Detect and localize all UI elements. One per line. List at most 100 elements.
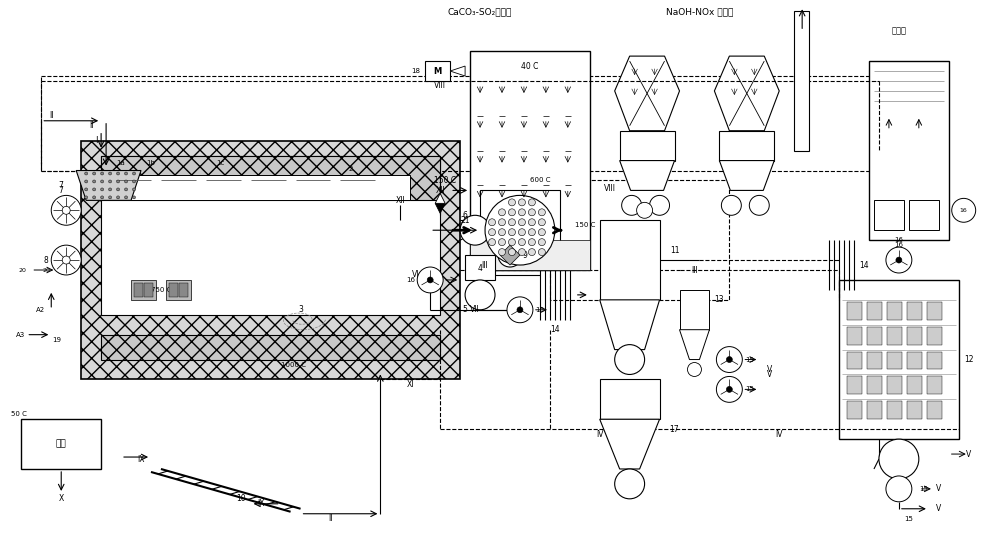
Text: 冷却塔: 冷却塔 [891,27,906,36]
Circle shape [51,245,81,275]
Circle shape [125,172,128,175]
Bar [847,327,862,345]
Text: V: V [936,485,941,493]
Polygon shape [500,245,520,265]
Circle shape [499,219,505,225]
Circle shape [508,249,515,256]
Bar [847,377,862,395]
Circle shape [93,172,96,175]
Circle shape [109,180,112,183]
Text: 3: 3 [298,305,303,314]
Text: IX: IX [257,499,264,508]
Circle shape [615,345,645,375]
Bar [907,352,922,370]
Circle shape [133,196,136,199]
Bar [550,180,729,300]
Bar [907,401,922,419]
Circle shape [465,280,495,310]
Text: VIII: VIII [604,184,616,193]
Circle shape [125,188,128,191]
Circle shape [499,249,505,256]
Polygon shape [680,330,709,359]
Circle shape [886,247,912,273]
Bar [847,401,862,419]
Circle shape [51,195,81,225]
Text: 4: 4 [478,263,482,273]
Text: 1c: 1c [217,159,225,165]
Bar [867,377,882,395]
Text: XII: XII [395,196,405,205]
Bar [867,327,882,345]
Polygon shape [435,193,445,203]
Circle shape [489,238,496,246]
Text: IX: IX [137,455,145,463]
Polygon shape [620,160,675,190]
Bar [21,419,101,469]
Text: 14: 14 [550,325,560,334]
Text: XII: XII [435,186,445,195]
Bar [111,176,410,201]
Bar [839,280,959,439]
Circle shape [109,188,112,191]
Bar [887,401,902,419]
Bar [909,201,939,230]
Circle shape [117,180,120,183]
Polygon shape [615,56,680,131]
Text: 20: 20 [42,268,50,273]
Text: 16: 16 [535,307,544,313]
Circle shape [721,195,741,215]
Bar [907,327,922,345]
Text: 19: 19 [52,337,61,343]
Text: 2: 2 [348,165,353,171]
Text: V: V [966,449,971,459]
Text: II: II [49,111,53,120]
Circle shape [507,297,533,322]
Circle shape [637,202,653,218]
Text: 17: 17 [670,425,679,434]
Text: 1b: 1b [147,159,155,165]
Circle shape [518,199,525,206]
Text: IV: IV [775,430,783,438]
Circle shape [538,249,545,256]
Bar [869,61,949,240]
Circle shape [62,207,70,214]
Circle shape [499,209,505,216]
Circle shape [528,249,535,256]
Text: 15: 15 [919,486,928,492]
Polygon shape [76,171,141,201]
Bar [874,201,904,230]
Text: A2: A2 [36,307,45,313]
Circle shape [499,229,505,236]
Text: VI: VI [411,270,419,280]
Circle shape [528,229,535,236]
Text: IV: IV [596,430,603,438]
Circle shape [508,219,515,225]
Circle shape [538,229,545,236]
Bar [470,240,590,270]
Text: 7: 7 [59,181,64,190]
Text: 10: 10 [236,494,246,504]
Circle shape [133,180,136,183]
Polygon shape [600,300,660,350]
Text: III: III [691,266,698,274]
Text: VII: VII [470,305,480,314]
Circle shape [489,219,496,225]
Circle shape [101,188,104,191]
Text: X: X [59,494,64,504]
Text: 6: 6 [463,211,468,220]
Circle shape [125,196,128,199]
Circle shape [518,219,525,225]
Circle shape [528,219,535,225]
Bar [794,11,809,151]
Circle shape [726,386,732,392]
Circle shape [125,180,128,183]
Circle shape [749,195,769,215]
Circle shape [499,238,505,246]
Circle shape [518,209,525,216]
Text: NaOH-NOx 洗涤器: NaOH-NOx 洗涤器 [666,7,733,16]
Polygon shape [719,160,774,190]
Circle shape [93,188,96,191]
Circle shape [518,229,525,236]
Circle shape [886,476,912,502]
Text: 15: 15 [745,386,754,392]
